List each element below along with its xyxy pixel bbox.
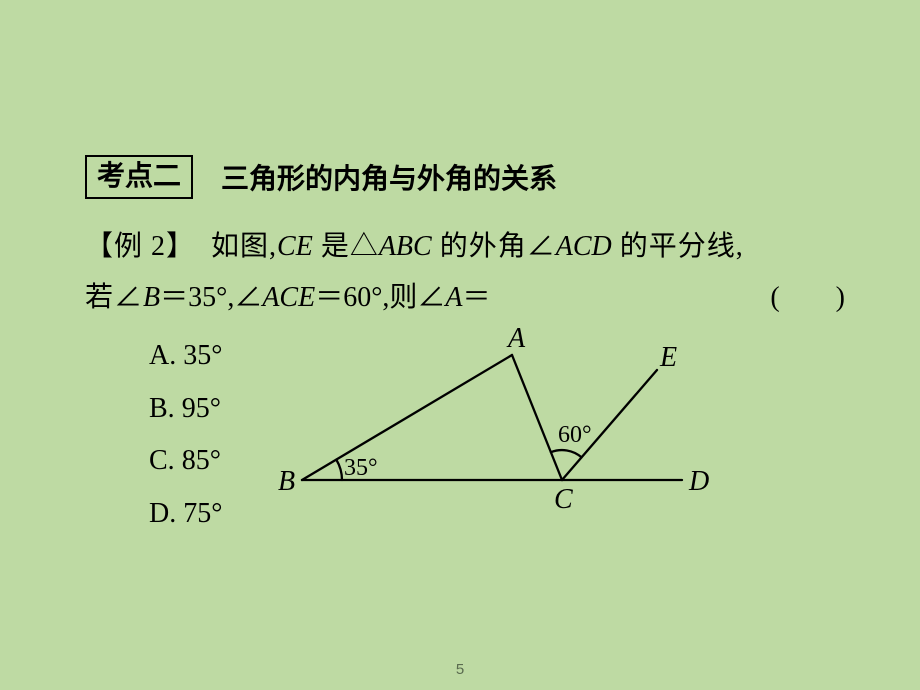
answer-options: A. 35° B. 95° C. 85° D. 75° — [85, 330, 222, 541]
point-d-label: D — [688, 466, 709, 497]
problem-line-1: 【例 2】 如图,CE 是△ABC 的外角∠ACD 的平分线, — [85, 221, 845, 273]
options-and-figure: A. 35° B. 95° C. 85° D. 75° — [85, 330, 845, 541]
angle-b-label: 35° — [344, 455, 378, 481]
page-number: 5 — [456, 661, 464, 678]
angle-ace-label: 60° — [558, 422, 592, 448]
geometry-diagram: A B C D E 35° 60° — [262, 320, 722, 530]
option-a: A. 35° — [149, 330, 222, 383]
problem-line-2: 若∠B＝35°,∠ACE＝60°,则∠A＝ ( ) — [85, 272, 845, 324]
point-a-label: A — [506, 323, 526, 354]
answer-blank: ( ) — [770, 272, 845, 324]
option-d: D. 75° — [149, 488, 222, 541]
option-c: C. 85° — [149, 435, 222, 488]
point-c-label: C — [554, 484, 573, 515]
example-label: 【例 2】 — [85, 231, 195, 262]
topic-title: 三角形的内角与外角的关系 — [221, 157, 557, 197]
slide-content: 考点二 三角形的内角与外角的关系 【例 2】 如图,CE 是△ABC 的外角∠A… — [85, 155, 845, 541]
heading-row: 考点二 三角形的内角与外角的关系 — [85, 155, 845, 199]
triangle-figure: A B C D E 35° 60° — [222, 330, 845, 541]
point-e-label: E — [659, 342, 677, 373]
topic-box: 考点二 — [85, 155, 193, 199]
problem-text: 【例 2】 如图,CE 是△ABC 的外角∠ACD 的平分线, 若∠B＝35°,… — [85, 221, 845, 325]
option-b: B. 95° — [149, 383, 222, 436]
point-b-label: B — [278, 466, 295, 497]
